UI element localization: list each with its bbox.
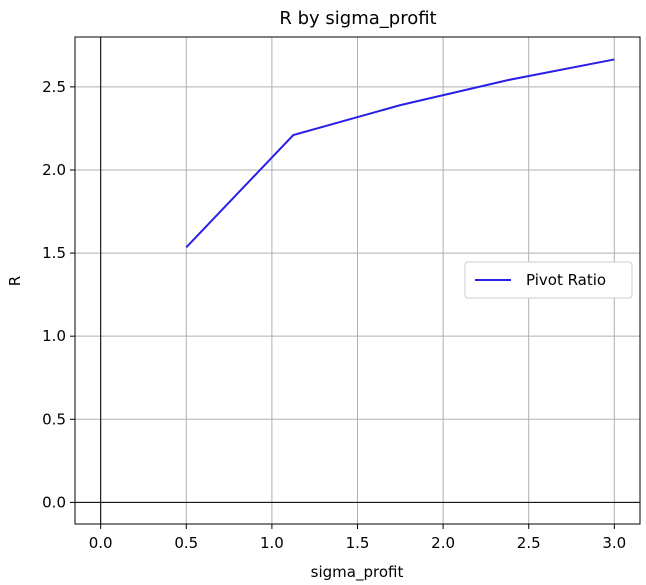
x-tick-label: 1.0 — [260, 534, 284, 552]
y-tick-label: 2.5 — [42, 78, 66, 96]
x-tick-label: 1.5 — [346, 534, 370, 552]
y-tick-label: 1.5 — [42, 244, 66, 262]
series-layer — [185, 58, 615, 248]
x-axis-label: sigma_profit — [311, 563, 404, 582]
x-tick-label: 2.0 — [431, 534, 455, 552]
x-tick-label: 2.5 — [517, 534, 541, 552]
y-tick-label: 0.0 — [42, 493, 66, 511]
legend: Pivot Ratio — [464, 261, 633, 299]
reference-lines — [75, 37, 640, 524]
x-axis: 0.0 0.5 1.0 1.5 2.0 2.5 3.0 — [89, 524, 626, 552]
x-tick-label: 3.0 — [602, 534, 626, 552]
y-tick-label: 2.0 — [42, 161, 66, 179]
legend-label: Pivot Ratio — [526, 271, 606, 289]
legend-box — [464, 261, 633, 299]
series-line — [185, 58, 615, 248]
y-axis-label: R — [6, 276, 24, 286]
x-tick-label: 0.0 — [89, 534, 113, 552]
chart-title: R by sigma_profit — [279, 8, 436, 29]
x-tick-label: 0.5 — [174, 534, 198, 552]
y-axis: 0.0 0.5 1.0 1.5 2.0 2.5 — [42, 78, 75, 511]
y-tick-label: 1.0 — [42, 327, 66, 345]
y-tick-label: 0.5 — [42, 410, 66, 428]
